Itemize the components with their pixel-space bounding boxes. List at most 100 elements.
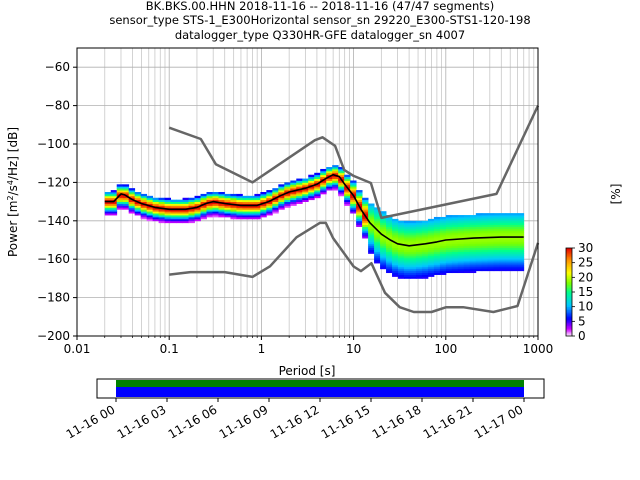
histogram-cell bbox=[487, 218, 495, 222]
histogram-cell bbox=[505, 218, 513, 222]
histogram-cell bbox=[188, 213, 195, 216]
histogram-cell bbox=[487, 249, 495, 252]
histogram-cell bbox=[499, 240, 507, 243]
histogram-cell bbox=[314, 195, 321, 199]
histogram-cell bbox=[409, 220, 417, 224]
histogram-cell bbox=[296, 193, 303, 197]
histogram-cell bbox=[487, 232, 495, 235]
histogram-cell bbox=[182, 211, 189, 214]
histogram-cell bbox=[481, 220, 489, 224]
histogram-cell bbox=[344, 178, 351, 181]
histogram-cell bbox=[146, 201, 154, 204]
histogram-cell bbox=[457, 241, 465, 245]
histogram-cell bbox=[415, 251, 423, 254]
histogram-cell bbox=[463, 263, 471, 266]
histogram-cell bbox=[445, 255, 453, 258]
histogram-cell bbox=[481, 243, 489, 247]
histogram-cell bbox=[254, 215, 261, 218]
histogram-cell bbox=[421, 276, 429, 279]
histogram-cell bbox=[110, 209, 118, 212]
histogram-cell bbox=[128, 195, 136, 199]
colorbar-segment bbox=[566, 275, 572, 278]
histogram-cell bbox=[511, 230, 519, 233]
histogram-cell bbox=[236, 195, 243, 199]
histogram-cell bbox=[302, 192, 309, 195]
histogram-cell bbox=[140, 193, 148, 197]
histogram-cell bbox=[511, 264, 519, 268]
histogram-cell bbox=[511, 266, 519, 270]
histogram-cell bbox=[499, 232, 507, 235]
histogram-cell bbox=[254, 205, 261, 208]
histogram-cell bbox=[356, 201, 363, 204]
histogram-cell bbox=[392, 243, 399, 247]
colorbar-tick-label: 0 bbox=[578, 329, 586, 343]
histogram-cell bbox=[224, 213, 231, 216]
histogram-cell bbox=[493, 216, 501, 220]
histogram-cell bbox=[415, 255, 423, 258]
histogram-cell bbox=[380, 243, 387, 247]
histogram-cell bbox=[158, 203, 166, 206]
histogram-cell bbox=[290, 188, 297, 191]
histogram-cell bbox=[140, 207, 148, 210]
histogram-cell bbox=[487, 240, 495, 243]
histogram-cell bbox=[421, 224, 429, 227]
histogram-cell bbox=[493, 234, 501, 237]
histogram-cell bbox=[517, 220, 525, 224]
histogram-cell bbox=[481, 238, 489, 241]
histogram-cell bbox=[386, 259, 393, 262]
histogram-cell bbox=[116, 197, 124, 201]
histogram-cell bbox=[356, 190, 363, 193]
histogram-cell bbox=[427, 272, 435, 275]
histogram-cell bbox=[505, 257, 513, 260]
histogram-cell bbox=[284, 190, 291, 193]
histogram-cell bbox=[110, 203, 118, 206]
histogram-cell bbox=[380, 213, 387, 216]
histogram-cell bbox=[326, 176, 333, 179]
histogram-cell bbox=[487, 264, 495, 268]
histogram-cell bbox=[308, 190, 315, 193]
histogram-cell bbox=[332, 186, 339, 189]
histogram-cell bbox=[302, 199, 309, 202]
histogram-cell bbox=[487, 263, 495, 266]
histogram-cell bbox=[463, 245, 471, 249]
histogram-cell bbox=[433, 249, 441, 252]
histogram-cell bbox=[404, 232, 411, 235]
histogram-cell bbox=[134, 209, 142, 212]
histogram-cell bbox=[457, 255, 465, 258]
histogram-cell bbox=[487, 228, 495, 231]
histogram-cell bbox=[451, 215, 459, 218]
histogram-cell bbox=[433, 272, 441, 275]
histogram-cell bbox=[475, 257, 483, 260]
histogram-cell bbox=[242, 199, 249, 202]
histogram-cell bbox=[248, 216, 255, 220]
histogram-cell bbox=[409, 261, 417, 264]
histogram-cell bbox=[511, 261, 519, 264]
histogram-cell bbox=[146, 195, 154, 199]
histogram-cell bbox=[457, 259, 465, 262]
histogram-cell bbox=[176, 199, 183, 202]
histogram-cell bbox=[433, 234, 441, 237]
histogram-cell bbox=[380, 232, 387, 235]
histogram-cell bbox=[463, 255, 471, 258]
histogram-cell bbox=[230, 195, 237, 199]
histogram-cell bbox=[278, 188, 285, 191]
histogram-cell bbox=[158, 211, 166, 214]
histogram-cell bbox=[374, 255, 381, 258]
histogram-cell bbox=[493, 213, 501, 216]
histogram-cell bbox=[463, 247, 471, 250]
histogram-cell bbox=[517, 261, 525, 264]
histogram-cell bbox=[290, 192, 297, 195]
histogram-cell bbox=[374, 226, 381, 229]
y-tick-label: −120 bbox=[37, 175, 70, 189]
histogram-cell bbox=[481, 232, 489, 235]
histogram-cell bbox=[296, 180, 303, 183]
histogram-cell bbox=[511, 263, 519, 266]
histogram-cell bbox=[218, 193, 225, 197]
histogram-cell bbox=[260, 199, 267, 202]
histogram-cell bbox=[499, 255, 507, 258]
colorbar-segment bbox=[566, 270, 572, 272]
histogram-cell bbox=[433, 230, 441, 233]
histogram-cell bbox=[116, 186, 124, 189]
histogram-cell bbox=[284, 182, 291, 185]
histogram-cell bbox=[451, 220, 459, 224]
